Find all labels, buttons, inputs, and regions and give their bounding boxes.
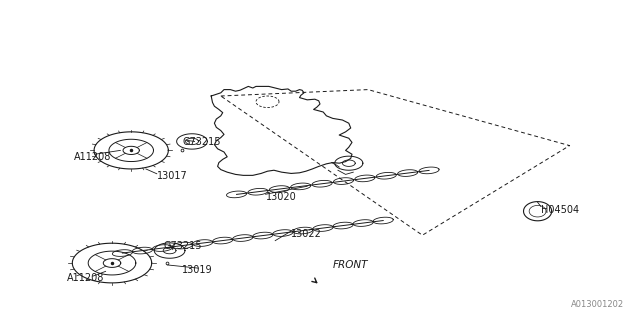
- Text: 13020: 13020: [266, 192, 296, 202]
- Text: G73215: G73215: [163, 241, 202, 252]
- Text: 13019: 13019: [182, 265, 213, 276]
- Text: H04504: H04504: [541, 204, 579, 215]
- Text: FRONT: FRONT: [333, 260, 368, 270]
- Text: G73215: G73215: [182, 137, 221, 148]
- Text: A013001202: A013001202: [571, 300, 624, 309]
- Text: 13017: 13017: [157, 171, 188, 181]
- Text: A11208: A11208: [74, 152, 111, 162]
- Text: A11208: A11208: [67, 273, 104, 284]
- Text: 13022: 13022: [291, 228, 322, 239]
